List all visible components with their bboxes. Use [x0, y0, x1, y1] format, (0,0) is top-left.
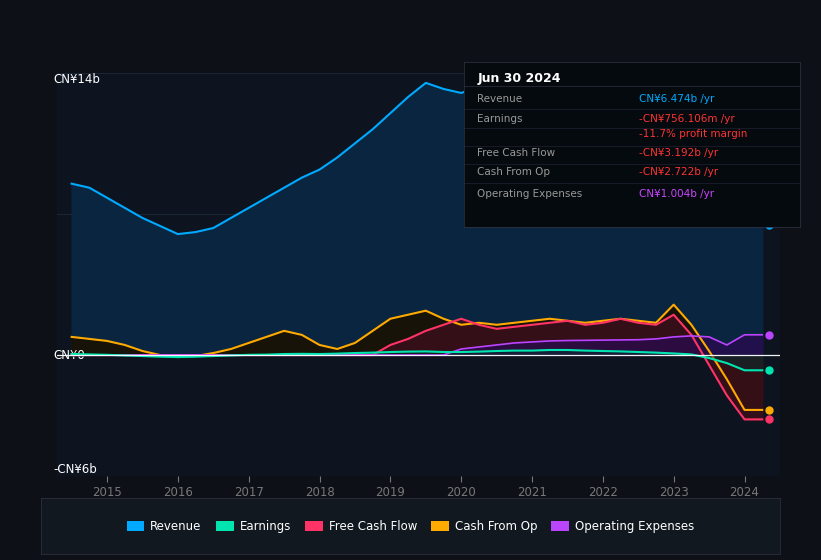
- Text: CN¥0: CN¥0: [54, 348, 85, 362]
- Text: Operating Expenses: Operating Expenses: [477, 189, 583, 199]
- Text: CN¥6.474b /yr: CN¥6.474b /yr: [639, 94, 714, 104]
- Text: CN¥1.004b /yr: CN¥1.004b /yr: [639, 189, 714, 199]
- Text: -11.7% profit margin: -11.7% profit margin: [639, 129, 747, 139]
- Text: -CN¥756.106m /yr: -CN¥756.106m /yr: [639, 114, 735, 124]
- Text: -CN¥6b: -CN¥6b: [54, 463, 98, 476]
- Text: Earnings: Earnings: [477, 114, 523, 124]
- Legend: Revenue, Earnings, Free Cash Flow, Cash From Op, Operating Expenses: Revenue, Earnings, Free Cash Flow, Cash …: [121, 514, 700, 539]
- Text: -CN¥2.722b /yr: -CN¥2.722b /yr: [639, 167, 718, 178]
- Text: -CN¥3.192b /yr: -CN¥3.192b /yr: [639, 148, 718, 158]
- Text: Free Cash Flow: Free Cash Flow: [477, 148, 556, 158]
- Text: Jun 30 2024: Jun 30 2024: [477, 72, 561, 85]
- Text: Revenue: Revenue: [477, 94, 522, 104]
- Text: CN¥14b: CN¥14b: [54, 73, 101, 86]
- Text: Cash From Op: Cash From Op: [477, 167, 550, 178]
